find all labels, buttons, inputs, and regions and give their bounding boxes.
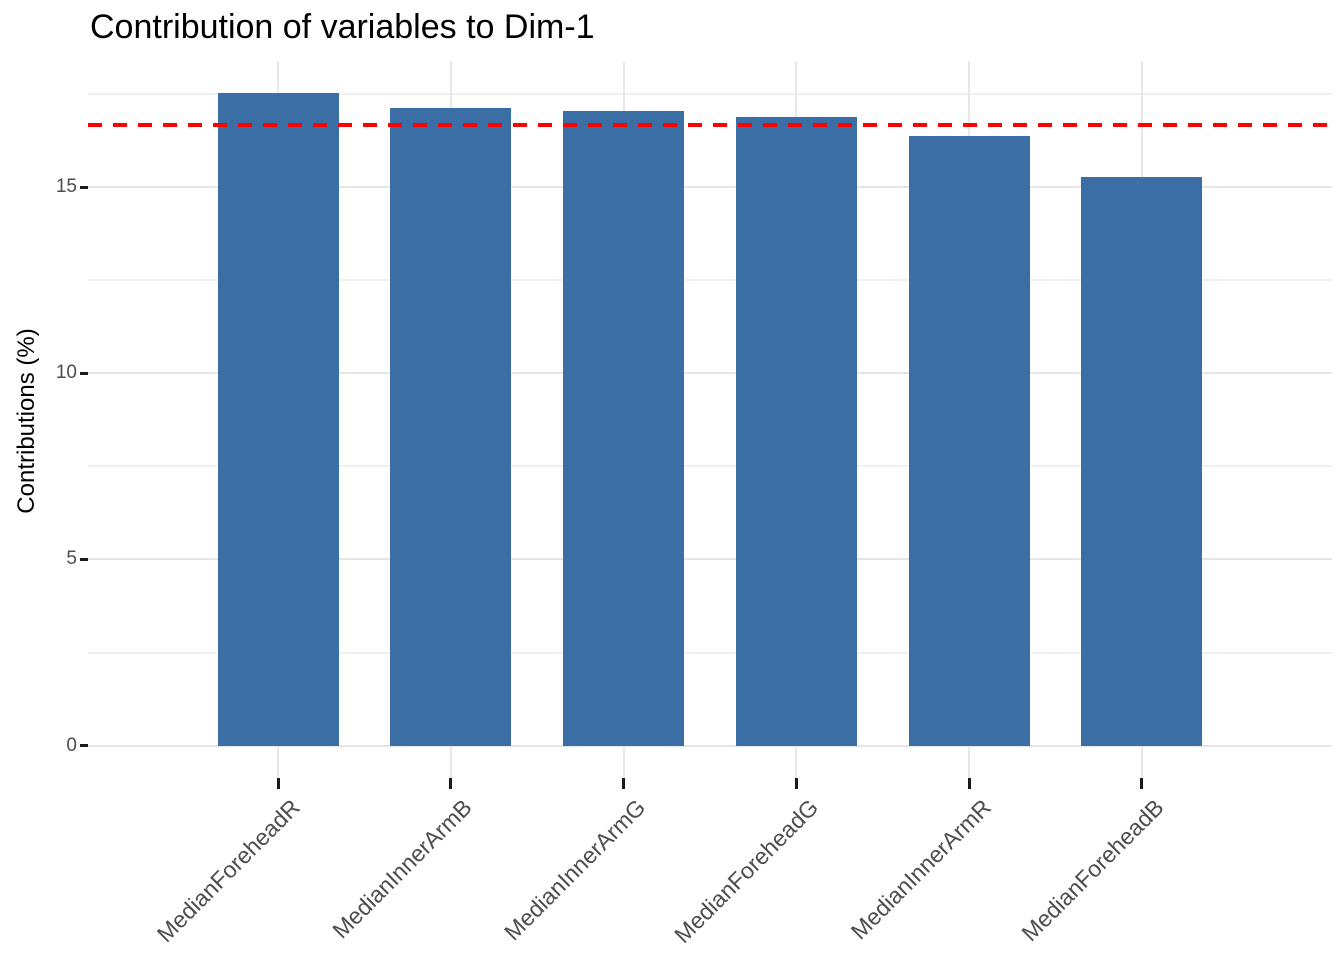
x-tick-label: MedianForeheadB	[1016, 794, 1169, 947]
y-tick-label: 15	[55, 176, 77, 198]
bar-MedianForeheadR	[217, 93, 339, 746]
y-tick-mark	[80, 371, 88, 375]
x-tick-label: MedianForeheadG	[668, 794, 823, 949]
y-tick-label: 0	[66, 734, 77, 756]
mean-reference-line	[88, 123, 1332, 128]
y-tick-label: 5	[66, 548, 77, 570]
gridline-major-y	[88, 558, 1332, 561]
x-tick-mark	[449, 778, 453, 789]
gridline-major-y	[88, 744, 1332, 747]
x-tick-label: MedianInnerArmB	[327, 794, 478, 944]
gridline-minor-y	[88, 465, 1332, 468]
chart-title: Contribution of variables to Dim-1	[90, 8, 595, 46]
bar-MedianForeheadB	[1081, 176, 1203, 746]
x-tick-mark	[967, 778, 971, 789]
x-tick-mark	[1140, 778, 1144, 789]
y-tick-mark	[80, 185, 88, 189]
gridline-major-y	[88, 372, 1332, 375]
gridline-minor-y	[88, 279, 1332, 282]
bar-MedianInnerArmG	[563, 110, 685, 746]
bar-MedianInnerArmB	[390, 108, 512, 746]
x-tick-mark	[794, 778, 798, 789]
y-tick-label: 10	[55, 362, 77, 384]
x-tick-label: MedianInnerArmR	[845, 794, 996, 945]
x-tick-label: MedianForeheadR	[151, 794, 305, 948]
gridline-major-y	[88, 186, 1332, 189]
x-tick-mark	[276, 778, 280, 789]
gridline-minor-y	[88, 651, 1332, 654]
y-axis-label: Contributions (%)	[13, 328, 40, 514]
bar-MedianInnerArmR	[908, 135, 1030, 746]
bar-MedianForeheadG	[735, 116, 857, 746]
y-tick-mark	[80, 557, 88, 561]
gridline-minor-y	[88, 93, 1332, 96]
x-tick-mark	[622, 778, 626, 789]
y-tick-mark	[80, 744, 88, 748]
x-tick-label: MedianInnerArmG	[498, 794, 651, 946]
